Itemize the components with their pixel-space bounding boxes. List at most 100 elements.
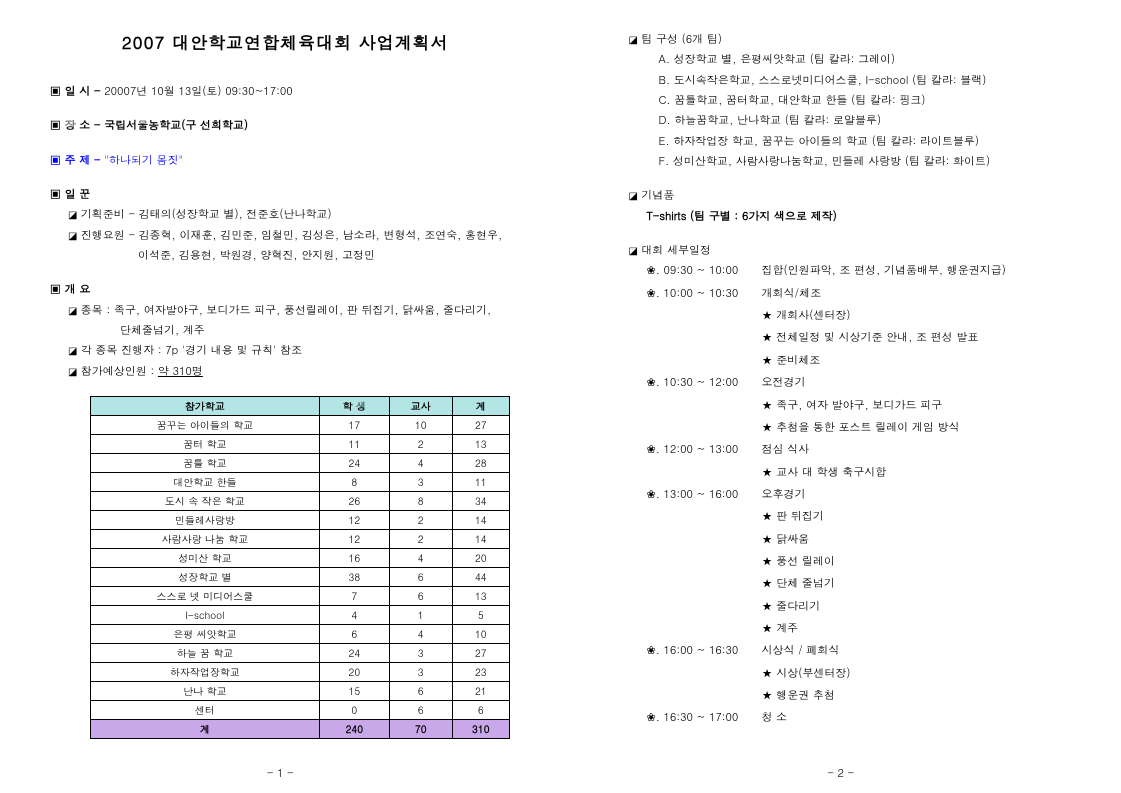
table-cell: 15 [319,682,389,701]
schedule-item-text: 족구, 여자 발야구, 보디가드 피구 [762,396,1082,416]
schedule-row: 16:30 ~ 17:00청 소 [647,708,1082,728]
table-cell: 34 [452,492,509,511]
date-section: 일 시 - 20007년 10월 13일(토) 09:30~17:00 [50,82,521,102]
staff-section: 일 꾼 기획준비 - 김태의(성장학교 별), 전준호(난나학교) 진행요원 -… [50,185,521,266]
table-cell: 3 [389,644,452,663]
staff-plan-label: 기획준비 - [68,207,135,222]
schedule-row: 16:00 ~ 16:30시상식 / 폐회식 [647,641,1082,661]
table-cell: 6 [389,587,452,606]
table-cell: 16 [319,549,389,568]
events-value1: 족구, 여자발야구, 보디가드 피구, 풍선릴레이, 판 뒤집기, 닭싸움, 줄… [114,303,491,318]
table-header: 학 생 [319,397,389,416]
staff-label: 일 꾼 [50,187,90,202]
table-cell: 13 [452,587,509,606]
table-row: 은평 씨앗학교6410 [91,625,510,644]
table-cell: 6 [389,568,452,587]
schedule-item-text: 풍선 릴레이 [762,552,1082,572]
table-header: 참가학교 [91,397,320,416]
table-cell: 1 [389,606,452,625]
table-cell: 12 [319,511,389,530]
table-cell: 44 [452,568,509,587]
table-cell: 11 [452,473,509,492]
table-cell: 3 [389,663,452,682]
schedule-title: 청 소 [762,708,1082,728]
schedule-item-text: 계주 [762,619,1082,639]
table-row: 하늘 꿈 학교24327 [91,644,510,663]
table-cell: 민들레사랑방 [91,511,320,530]
schedule-time: 16:30 ~ 17:00 [647,708,762,728]
table-cell: 24 [319,644,389,663]
table-cell: 28 [452,454,509,473]
team-item: C. 꿈틀학교, 꿈터학교, 대안학교 한들 (팀 칼라: 핑크) [611,91,1082,111]
table-cell: 4 [389,454,452,473]
schedule-item-text: 준비체조 [762,351,1082,371]
table-cell: 사람사랑 나눔 학교 [91,530,320,549]
table-cell: 26 [319,492,389,511]
table-row: 사람사랑 나눔 학교12214 [91,530,510,549]
theme-value: "하나되기 몸짓" [104,153,183,168]
table-cell: 성장학교 별 [91,568,320,587]
table-cell: 하늘 꿈 학교 [91,644,320,663]
table-cell: 21 [452,682,509,701]
schedule-row: 10:30 ~ 12:00오전경기 [647,373,1082,393]
schedule-label: 대회 세부일정 [629,243,711,258]
table-cell: 4 [389,549,452,568]
table-cell: 4 [319,606,389,625]
table-cell: 17 [319,416,389,435]
table-cell: 38 [319,568,389,587]
schedule-item: 준비체조 [647,351,1082,371]
staff-plan-value: 김태의(성장학교 별), 전준호(난나학교) [139,207,332,222]
table-cell: 6 [319,625,389,644]
table-cell: 8 [389,492,452,511]
table-cell: 24 [319,454,389,473]
table-cell: 14 [452,511,509,530]
schedule-item-text: 닭싸움 [762,530,1082,550]
participants-table: 참가학교학 생교사계 꿈꾸는 아이들의 학교171027꿈터 학교11213꿈틀… [90,396,510,739]
place-label: 장 소 - 국립서울농학교(구 선희학교) [50,118,248,133]
table-cell: 4 [389,625,452,644]
table-row: 꿈꾸는 아이들의 학교171027 [91,416,510,435]
schedule-item-text: 시상(부센터장) [762,664,1082,684]
schedule-item: 행운권 추첨 [647,686,1082,706]
table-cell: 3 [389,473,452,492]
schedule-time: 12:00 ~ 13:00 [647,440,762,460]
table-cell: 대안학교 한들 [91,473,320,492]
schedule-title: 오전경기 [762,373,1082,393]
table-row: 센터066 [91,701,510,720]
table-cell: 7 [319,587,389,606]
theme-label: 주 제 - [50,153,101,168]
table-cell: 난나 학교 [91,682,320,701]
schedule-item: 시상(부센터장) [647,664,1082,684]
ref-label: 각 종목 진행자 : 7p '경기 내용 및 규칙' 참조 [68,343,302,358]
teams-section: 팀 구성 (6개 팀) A. 성장학교 별, 은평씨앗학교 (팀 칼라: 그레이… [611,30,1082,172]
schedule-title: 개회식/체조 [762,284,1082,304]
schedule-row: 13:00 ~ 16:00오후경기 [647,485,1082,505]
table-cell: 꿈터 학교 [91,435,320,454]
schedule-title: 점심 식사 [762,440,1082,460]
schedule-title: 시상식 / 폐회식 [762,641,1082,661]
overview-section: 개 요 종목 : 족구, 여자발야구, 보디가드 피구, 풍선릴레이, 판 뒤집… [50,280,521,382]
table-cell: 10 [389,416,452,435]
schedule-row: 10:00 ~ 10:30개회식/체조 [647,284,1082,304]
table-cell: 27 [452,416,509,435]
team-item: E. 하자작업장 학교, 꿈꾸는 아이들의 학교 (팀 칼라: 라이트블루) [611,132,1082,152]
table-cell: 꿈틀 학교 [91,454,320,473]
schedule-item-text: 전체일정 및 시상기준 안내, 조 편성 발표 [762,328,1082,348]
schedule-time: 16:00 ~ 16:30 [647,641,762,661]
table-cell: 2 [389,511,452,530]
table-cell: 27 [452,644,509,663]
schedule-time: 09:30 ~ 10:00 [647,261,762,281]
schedule-item-text: 줄다리기 [762,597,1082,617]
schedule-item-text: 추첨을 통한 포스트 릴레이 게임 방식 [762,418,1082,438]
team-item: B. 도시속작은학교, 스스로넷미디어스쿨, I-school (팀 칼라: 블… [611,71,1082,91]
expected-value: 약 310명 [158,364,203,379]
page-number: - 1 - [267,766,294,781]
staff-run-value1: 김종혁, 이재훈, 김민준, 임철민, 김성은, 남소라, 변형석, 조연숙, … [139,228,503,243]
schedule-item-text: 교사 대 학생 축구시합 [762,463,1082,483]
table-row: 하자작업장학교20323 [91,663,510,682]
page-1: 2007 대안학교연합체육대회 사업계획서 일 시 - 20007년 10월 1… [0,0,561,793]
schedule-item: 교사 대 학생 축구시합 [647,463,1082,483]
date-label: 일 시 - [50,84,101,99]
table-cell: 310 [452,720,509,739]
gift-section: 기념품 T-shirts (팀 구별 : 6가지 색으로 제작) [611,186,1082,227]
